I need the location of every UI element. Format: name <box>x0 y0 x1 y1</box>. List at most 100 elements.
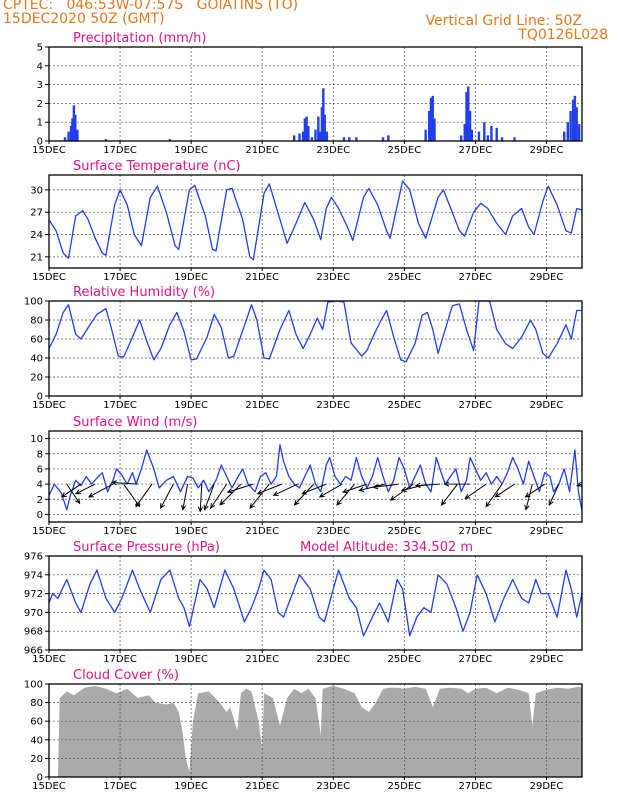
precip-bar <box>429 97 433 141</box>
x-tick-label: 21DEC <box>245 654 279 665</box>
run-date: 15DEC2020 50Z (GMT) <box>3 11 165 27</box>
wind-vector <box>203 483 215 511</box>
x-tick-label: 19DEC <box>174 654 208 665</box>
x-tick-label: 25DEC <box>387 654 421 665</box>
x-tick-label: 27DEC <box>459 272 493 283</box>
precip-bar <box>325 131 329 141</box>
series-line <box>48 300 582 363</box>
y-tick-label: 20 <box>30 373 43 384</box>
model-altitude-label: Model Altitude: 334.502 m <box>300 540 473 555</box>
x-tick-label: 15DEC <box>32 145 66 156</box>
wind-vector <box>293 483 315 506</box>
x-tick-label: 19DEC <box>174 526 208 537</box>
x-tick-label: 25DEC <box>387 145 421 156</box>
precip-bar <box>69 125 73 141</box>
wind-vector <box>389 483 414 501</box>
series-line <box>48 180 583 261</box>
precip-bar <box>463 124 466 141</box>
x-tick-label: 21DEC <box>245 145 279 156</box>
wind-vector <box>341 483 368 494</box>
station-info: CPTEC: 046:53W-07:57S GOIATINS (TO) <box>3 0 299 13</box>
y-tick-label: 40 <box>30 354 43 365</box>
x-tick-label: 19DEC <box>174 272 208 283</box>
precip-bar <box>573 95 577 141</box>
y-tick-label: 60 <box>30 335 43 346</box>
precip-bar <box>500 137 504 141</box>
plot-frame <box>48 430 583 523</box>
wind-vector <box>301 483 327 495</box>
x-tick-label: 23DEC <box>316 654 350 665</box>
wind-vector <box>524 483 545 498</box>
precip-bar <box>320 107 324 141</box>
plot-frame <box>48 46 583 142</box>
y-tick-label: 970 <box>24 608 43 619</box>
precip-bar <box>566 122 569 141</box>
x-tick-label: 29DEC <box>530 272 564 283</box>
precip-bar <box>428 110 431 141</box>
precip-bar <box>318 131 321 141</box>
x-tick-label: 23DEC <box>316 145 350 156</box>
wind-vector <box>60 483 82 498</box>
precip-bar <box>307 125 310 141</box>
wind-vector <box>219 483 242 506</box>
wind-vector <box>494 483 515 498</box>
y-tick-label: 3 <box>37 80 43 91</box>
precip-bar <box>387 135 390 141</box>
precip-bar <box>292 135 296 141</box>
x-tick-label: 19DEC <box>174 781 208 792</box>
y-tick-label: 0 <box>37 137 43 148</box>
precip-bar <box>71 118 74 141</box>
x-tick-label: 25DEC <box>387 400 421 411</box>
x-tick-label: 23DEC <box>316 272 350 283</box>
wind-panel: 0 2 4 6 8 10 15DEC 17DEC 19DEC 21DEC 23DEC 25DEC 27D… <box>30 415 583 537</box>
plot-frame <box>48 174 583 269</box>
precip-bar <box>459 135 463 141</box>
wind-vector <box>135 483 153 508</box>
precip-bar <box>305 116 308 141</box>
x-tick-label: 21DEC <box>245 526 279 537</box>
pressure-panel: 966 968 970 972 974 976 15DEC 17DEC 19DEC 21DEC 23… <box>24 540 583 665</box>
precip-bar <box>303 118 307 141</box>
y-tick-label: 8 <box>37 449 43 460</box>
precip-bar <box>301 131 305 141</box>
precip-bar <box>513 137 516 141</box>
precip-bar <box>342 137 346 141</box>
x-tick-label: 17DEC <box>103 400 137 411</box>
y-tick-label: 40 <box>30 735 43 746</box>
x-tick-label: 27DEC <box>459 654 493 665</box>
y-tick-label: 0 <box>37 773 43 784</box>
x-tick-label: 17DEC <box>103 654 137 665</box>
wind-vector <box>226 483 254 494</box>
y-tick-label: 2 <box>37 495 43 506</box>
panel-title: Surface Pressure (hPa) <box>73 540 220 555</box>
precip-bar <box>168 139 172 141</box>
precip-bar <box>317 116 320 141</box>
y-tick-label: 0 <box>37 392 43 403</box>
precip-bar <box>575 107 578 141</box>
x-tick-label: 23DEC <box>316 526 350 537</box>
wind-vector <box>318 483 343 498</box>
y-tick-label: 2 <box>37 99 43 110</box>
wind-vector <box>160 483 174 510</box>
precip-bar <box>563 131 566 141</box>
wind-vector <box>197 484 204 513</box>
wind-vector <box>358 483 385 492</box>
panel-title: Precipitation (mm/h) <box>73 31 206 46</box>
x-tick-label: 21DEC <box>245 781 279 792</box>
y-tick-label: 27 <box>30 208 43 219</box>
precip-bar <box>468 110 472 141</box>
x-tick-label: 23DEC <box>316 400 350 411</box>
x-tick-label: 15DEC <box>32 654 66 665</box>
precip-bar <box>477 131 481 141</box>
precip-bar <box>298 133 301 141</box>
wind-vector <box>249 483 270 510</box>
x-tick-label: 25DEC <box>387 526 421 537</box>
wind-vector <box>336 483 355 506</box>
precip-bar <box>63 137 67 141</box>
x-tick-label: 19DEC <box>174 145 208 156</box>
x-tick-label: 21DEC <box>245 400 279 411</box>
precip-bar <box>470 129 474 141</box>
wind-vector <box>88 483 114 498</box>
precip-bar <box>467 86 470 141</box>
precip-bar <box>76 129 79 141</box>
